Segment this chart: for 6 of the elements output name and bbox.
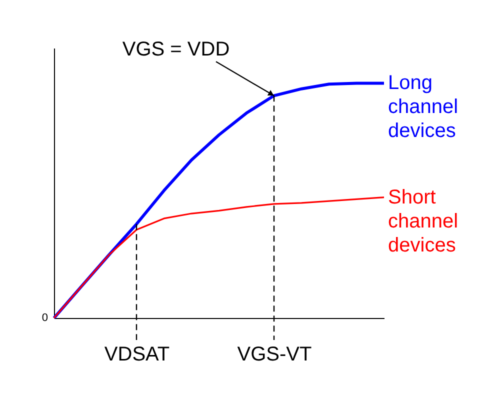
- series-label: Long channel devices: [388, 72, 458, 142]
- x-tick-label: VGS-VT: [237, 344, 312, 366]
- text: 0: [42, 312, 48, 324]
- annotation: VGS = VDD: [122, 38, 230, 61]
- x-tick-label: VDSAT: [104, 344, 170, 366]
- series-label: Short channel devices: [388, 186, 458, 256]
